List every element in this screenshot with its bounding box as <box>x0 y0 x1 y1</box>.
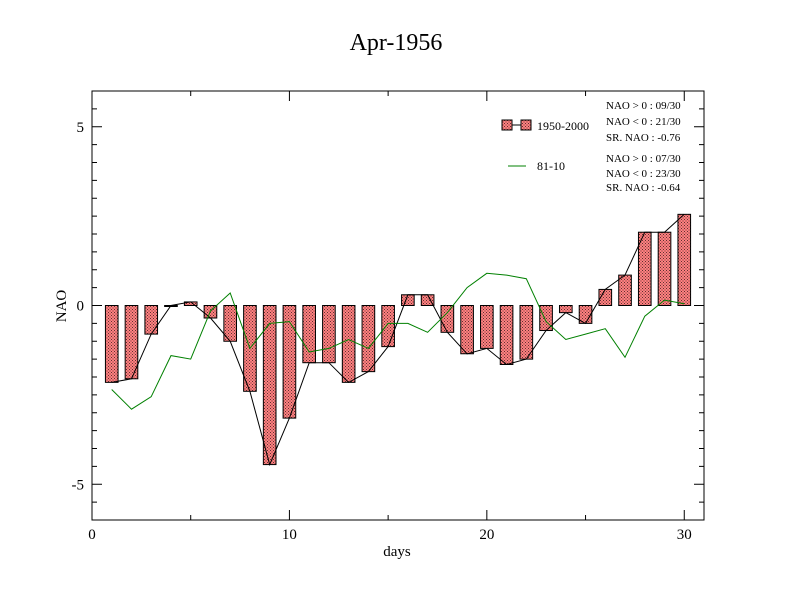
x-axis-label: days <box>383 544 411 560</box>
x-tick-label: 10 <box>282 527 297 543</box>
bar <box>144 305 159 335</box>
y-tick-label: 5 <box>77 120 85 136</box>
stat-bars-negative: NAO < 0 : 21/30 <box>606 116 681 128</box>
bar <box>519 305 534 360</box>
stat-line-negative: NAO < 0 : 23/30 <box>606 168 681 180</box>
stat-bars-positive: NAO > 0 : 09/30 <box>606 100 681 112</box>
stat-line-sr: SR. NAO : -0.64 <box>606 182 681 194</box>
stat-bars-sr: SR. NAO : -0.76 <box>606 132 681 144</box>
y-axis: -5 0 5 <box>72 108 704 503</box>
chart-title: Apr-1956 <box>350 30 443 56</box>
y-tick-label: 0 <box>77 299 85 315</box>
stats-bars: NAO > 0 : 09/30 NAO < 0 : 21/30 SR. NAO … <box>606 100 681 144</box>
legend: 1950-2000 81-10 NAO > 0 : 09/30 NAO < 0 … <box>501 100 681 194</box>
bar <box>677 213 692 306</box>
bar <box>499 305 514 365</box>
bar-series-line <box>111 213 685 467</box>
legend-item-bars: 1950-2000 <box>501 119 589 133</box>
bar <box>401 294 415 306</box>
x-tick-label: 30 <box>677 527 692 543</box>
y-tick-label: -5 <box>72 477 85 493</box>
bar <box>440 305 455 333</box>
bar-series <box>104 213 692 466</box>
x-tick-label: 20 <box>479 527 494 543</box>
bar <box>657 231 672 306</box>
bar-series-polyline <box>111 213 685 467</box>
bar <box>322 305 336 364</box>
bar <box>558 305 573 314</box>
x-tick-label: 0 <box>88 527 96 543</box>
bar <box>302 305 316 364</box>
x-axis: 0 10 20 30 <box>88 91 692 543</box>
legend-bar-swatch-right <box>520 119 532 131</box>
bar <box>361 305 376 373</box>
y-axis-label: NAO <box>54 290 70 323</box>
legend-label-line: 81-10 <box>537 159 565 173</box>
bar <box>618 274 632 306</box>
legend-label-bars: 1950-2000 <box>537 119 589 133</box>
stats-line: NAO > 0 : 07/30 NAO < 0 : 23/30 SR. NAO … <box>606 153 681 194</box>
line-series-polyline <box>111 272 685 410</box>
stat-line-positive: NAO > 0 : 07/30 <box>606 153 681 165</box>
bar <box>637 231 652 306</box>
bar <box>381 305 395 348</box>
bar <box>104 305 119 383</box>
bar <box>480 305 494 349</box>
bar <box>341 305 356 383</box>
line-series <box>111 272 685 410</box>
bar <box>460 305 474 355</box>
legend-bar-swatch-left <box>501 119 513 131</box>
legend-item-line: 81-10 <box>508 159 565 173</box>
